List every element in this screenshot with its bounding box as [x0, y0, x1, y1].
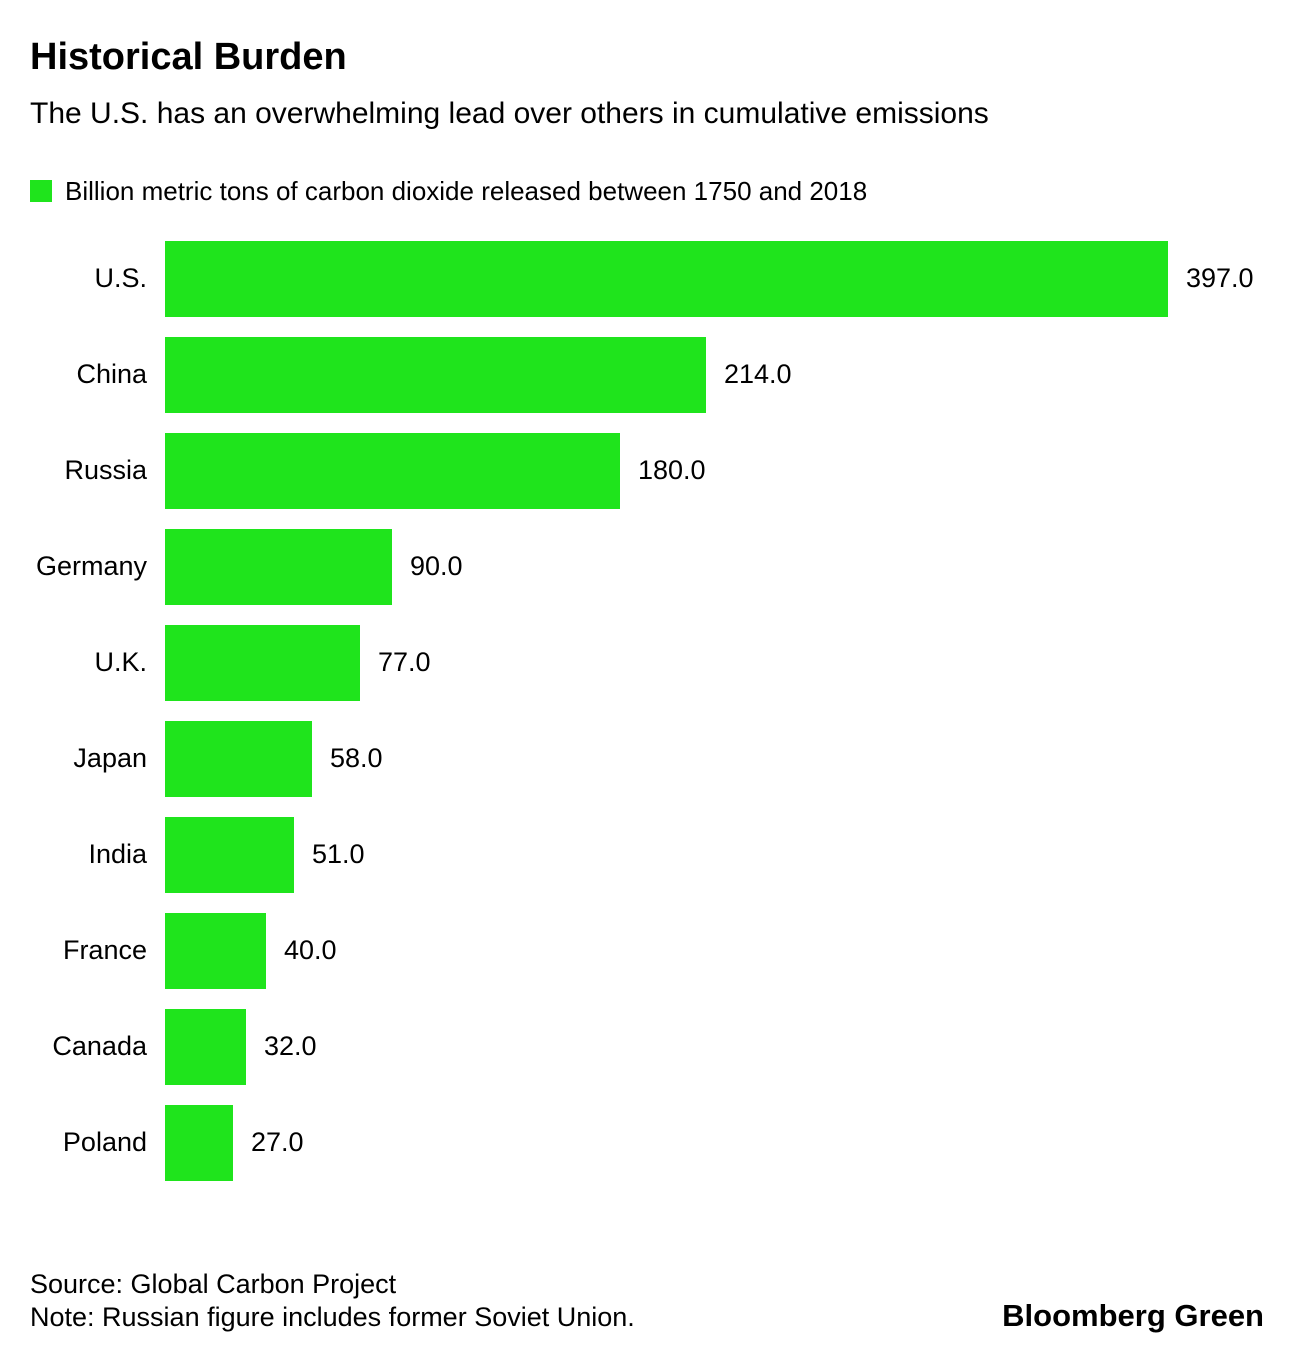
chart-title: Historical Burden — [30, 36, 347, 78]
value-label: 180.0 — [638, 455, 706, 486]
bar — [165, 432, 620, 509]
bar — [165, 528, 392, 605]
category-label: India — [88, 839, 147, 870]
chart-row: Japan 58.0 — [30, 711, 1264, 807]
chart-row: U.K. 77.0 — [30, 615, 1264, 711]
bar — [165, 1008, 246, 1085]
bar — [165, 1104, 233, 1181]
category-label: China — [76, 359, 147, 390]
category-label: Poland — [62, 1127, 147, 1158]
value-label: 27.0 — [251, 1127, 304, 1158]
bar — [165, 912, 266, 989]
legend: Billion metric tons of carbon dioxide re… — [30, 176, 1264, 207]
category-label: Germany — [35, 551, 147, 582]
value-label: 90.0 — [410, 551, 463, 582]
legend-swatch-icon — [30, 180, 52, 203]
category-label: France — [62, 935, 147, 966]
chart-row: Russia 180.0 — [30, 423, 1264, 519]
bar-track: 397.0 — [165, 231, 1264, 327]
bar-track: 51.0 — [165, 807, 1264, 903]
bar — [165, 816, 294, 893]
chart-subtitle: The U.S. has an overwhelming lead over o… — [30, 96, 989, 130]
category-label: U.K. — [94, 647, 147, 678]
bar-track: 90.0 — [165, 519, 1264, 615]
footer-notes: Source: Global Carbon Project Note: Russ… — [30, 1268, 635, 1334]
chart-row: U.S. 397.0 — [30, 231, 1264, 327]
chart-row: Canada 32.0 — [30, 999, 1264, 1095]
value-label: 32.0 — [264, 1031, 317, 1062]
category-label: Japan — [73, 743, 147, 774]
category-label: U.S. — [94, 263, 147, 294]
bar — [165, 720, 312, 797]
bar-track: 32.0 — [165, 999, 1264, 1095]
value-label: 40.0 — [284, 935, 337, 966]
bar — [165, 336, 706, 413]
bloomberg-green-logo: Bloomberg Green — [1002, 1298, 1264, 1333]
note-text: Note: Russian figure includes former Sov… — [30, 1302, 635, 1333]
value-label: 77.0 — [378, 647, 431, 678]
chart-row: Germany 90.0 — [30, 519, 1264, 615]
bar-track: 214.0 — [165, 327, 1264, 423]
chart-row: Poland 27.0 — [30, 1095, 1264, 1191]
category-label: Canada — [52, 1031, 147, 1062]
chart-row: China 214.0 — [30, 327, 1264, 423]
bar-track: 58.0 — [165, 711, 1264, 807]
legend-label: Billion metric tons of carbon dioxide re… — [65, 175, 868, 206]
value-label: 58.0 — [330, 743, 383, 774]
category-label: Russia — [64, 455, 147, 486]
source-text: Source: Global Carbon Project — [30, 1269, 397, 1300]
bar — [165, 624, 360, 701]
bar-track: 27.0 — [165, 1095, 1264, 1191]
bar-track: 40.0 — [165, 903, 1264, 999]
bar-chart: U.S. 397.0 China 214.0 Russia 180.0 Germany 90.… — [30, 231, 1264, 1191]
chart-row: France 40.0 — [30, 903, 1264, 999]
value-label: 51.0 — [312, 839, 365, 870]
chart-row: India 51.0 — [30, 807, 1264, 903]
bar — [165, 240, 1168, 317]
chart-footer: Source: Global Carbon Project Note: Russ… — [30, 1268, 1264, 1334]
bar-track: 180.0 — [165, 423, 1264, 519]
value-label: 397.0 — [1186, 263, 1254, 294]
value-label: 214.0 — [724, 359, 792, 390]
bar-track: 77.0 — [165, 615, 1264, 711]
